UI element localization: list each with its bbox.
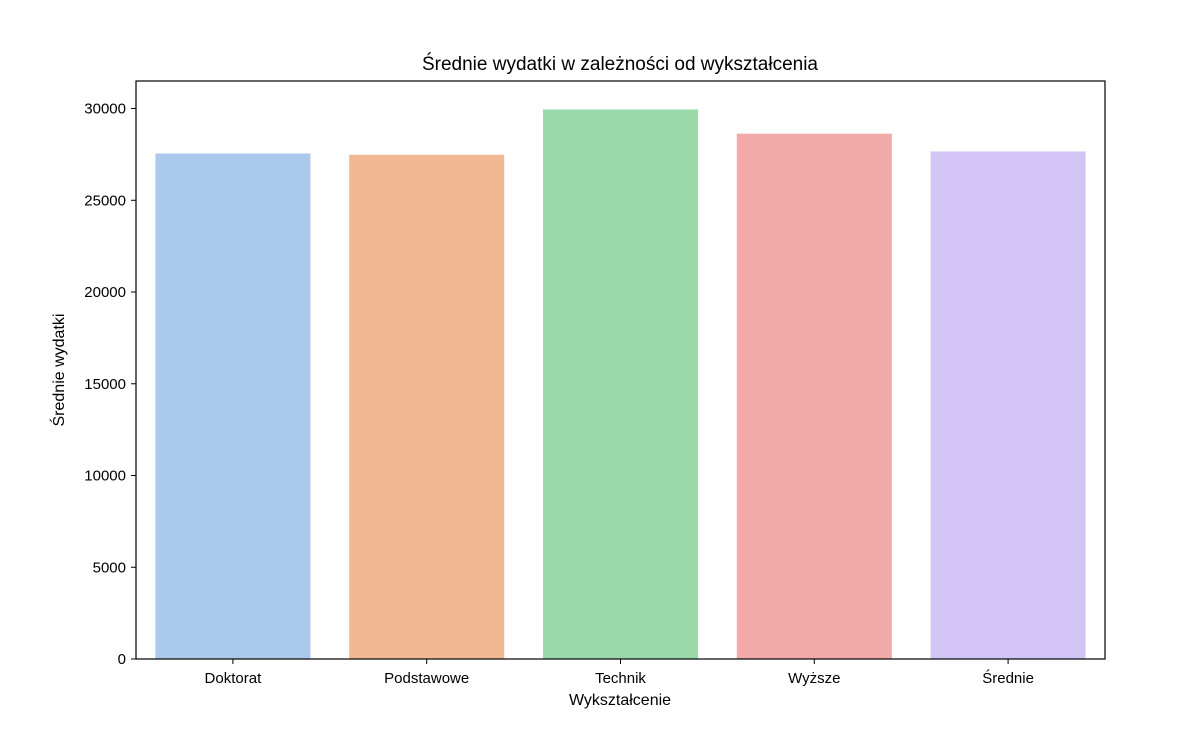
- y-tick-label: 25000: [84, 192, 126, 209]
- bar-2: [349, 154, 505, 660]
- y-tick-label: 15000: [84, 376, 126, 393]
- bars-layer: [155, 109, 1086, 660]
- y-tick-label: 30000: [84, 101, 126, 118]
- x-tick-label: Podstawowe: [384, 670, 469, 687]
- y-tick-label: 0: [118, 651, 126, 668]
- plot-frame: [135, 80, 1106, 660]
- y-axis-label: Średnie wydatki: [49, 314, 68, 427]
- bar-5: [930, 151, 1086, 660]
- x-tick-label: Doktorat: [205, 670, 263, 687]
- y-tick-label: 20000: [84, 284, 126, 301]
- y-tick-label: 5000: [93, 559, 126, 576]
- y-tick-label: 10000: [84, 468, 126, 485]
- x-tick-label: Technik: [595, 670, 646, 687]
- x-axis: Doktorat Podstawowe Technik Wyższe Średnie: [205, 659, 1034, 687]
- y-axis: 0 5000 10000 15000 20000 25000 30000: [84, 101, 136, 668]
- x-axis-label: Wykształcenie: [569, 692, 671, 709]
- bar-1: [155, 153, 311, 659]
- x-tick-label: Średnie: [982, 669, 1034, 687]
- bar-4: [736, 133, 892, 659]
- chart-title: Średnie wydatki w zależności od wykształ…: [422, 53, 818, 75]
- x-tick-label: Wyższe: [788, 670, 840, 687]
- bar-3: [542, 109, 699, 659]
